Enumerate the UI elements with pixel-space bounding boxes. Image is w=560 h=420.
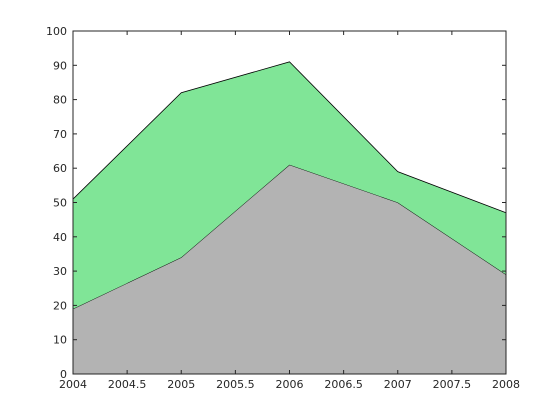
x-tick-label: 2007 (384, 378, 412, 391)
y-tick-label: 80 (53, 94, 67, 107)
x-tick-label: 2006 (276, 378, 304, 391)
x-tick-label: 2004 (59, 378, 87, 391)
y-tick-label: 0 (60, 368, 67, 381)
y-tick-label: 10 (53, 334, 67, 347)
tick-labels-layer: 0 10 20 30 40 50 60 70 80 90 100 2004 2004.5 2005 2005… (46, 25, 520, 391)
y-tick-label: 30 (53, 265, 67, 278)
area-series-1 (73, 164, 506, 374)
x-tick-label: 2005 (167, 378, 195, 391)
areas-layer (72, 61, 507, 374)
x-tick-label: 2005.5 (216, 378, 255, 391)
area-edge-series-2 (72, 61, 507, 214)
y-tick-label: 100 (46, 25, 67, 38)
ticks-layer (72, 30, 507, 375)
y-tick-label: 70 (53, 128, 67, 141)
y-tick-label: 60 (53, 162, 67, 175)
y-tick-label: 90 (53, 59, 67, 72)
y-tick-label: 20 (53, 299, 67, 312)
y-tick-label: 40 (53, 231, 67, 244)
x-tick-label: 2004.5 (108, 378, 147, 391)
area-series-2 (73, 61, 506, 309)
x-tick-label: 2006.5 (324, 378, 363, 391)
y-tick-label: 50 (53, 197, 67, 210)
x-tick-label: 2007.5 (433, 378, 472, 391)
x-tick-label: 2008 (492, 378, 520, 391)
